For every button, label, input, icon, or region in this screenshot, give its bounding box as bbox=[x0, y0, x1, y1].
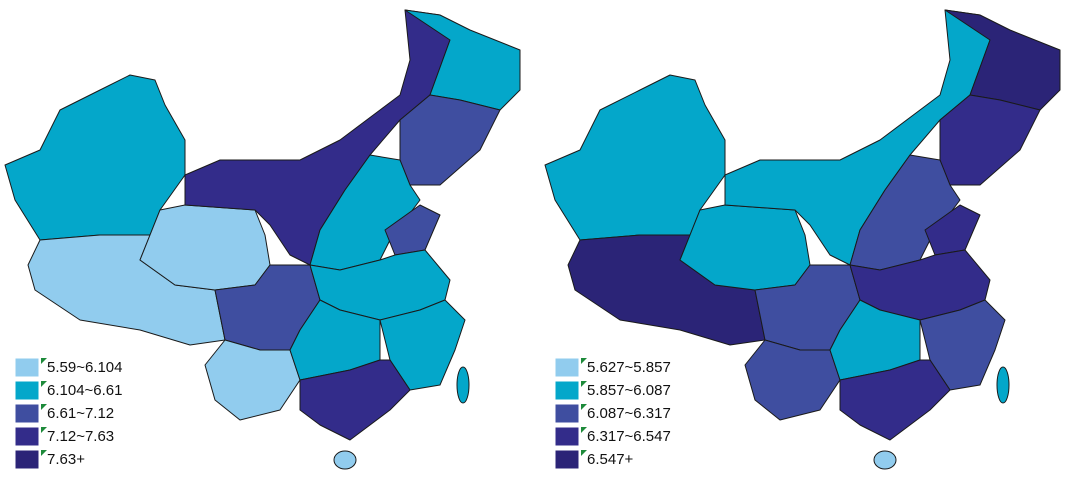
swatch-corner bbox=[581, 381, 587, 387]
legend-label: 7.12~7.63 bbox=[47, 428, 114, 445]
legend: 5.627~5.857 5.857~6.087 6.087~6.317 6.317~6… bbox=[554, 357, 671, 470]
swatch-corner bbox=[581, 358, 587, 364]
china-map: 5.59~6.104 6.104~6.61 6.61~7.12 7.12~7.63 7.… bbox=[4, 9, 521, 470]
swatch-corner bbox=[41, 381, 47, 387]
province-zhejiang-fujian bbox=[379, 299, 466, 391]
province-heilongjiang bbox=[404, 9, 521, 111]
province-shandong bbox=[924, 204, 981, 256]
legend-label: 5.59~6.104 bbox=[47, 359, 123, 376]
province-yunnan bbox=[744, 339, 841, 421]
swatch-corner bbox=[41, 427, 47, 433]
legend-swatch bbox=[14, 426, 40, 447]
legend-label: 5.627~5.857 bbox=[587, 359, 671, 376]
legend-swatch bbox=[554, 426, 580, 447]
legend-swatch bbox=[14, 449, 40, 470]
swatch-corner bbox=[581, 427, 587, 433]
china-map: 5.627~5.857 5.857~6.087 6.087~6.317 6.317~6… bbox=[544, 9, 1061, 470]
legend-label: 6.547+ bbox=[587, 451, 634, 468]
swatch-corner bbox=[41, 358, 47, 364]
province-shandong bbox=[384, 204, 441, 256]
province-taiwan bbox=[996, 366, 1010, 404]
legend-label: 5.857~6.087 bbox=[587, 382, 671, 399]
legend-label: 6.61~7.12 bbox=[47, 405, 114, 422]
province-heilongjiang bbox=[944, 9, 1061, 111]
legend-swatch bbox=[554, 380, 580, 401]
legend-label: 7.63+ bbox=[47, 451, 85, 468]
legend-swatch bbox=[14, 357, 40, 378]
province-zhejiang-fujian bbox=[919, 299, 1006, 391]
province-jilin-liaoning bbox=[939, 94, 1041, 186]
province-hainan bbox=[333, 450, 357, 470]
province-guangdong-guangxi bbox=[839, 359, 951, 441]
province-hainan bbox=[873, 450, 897, 470]
legend-label: 6.087~6.317 bbox=[587, 405, 671, 422]
legend-swatch bbox=[554, 357, 580, 378]
legend: 5.59~6.104 6.104~6.61 6.61~7.12 7.12~7.63 7.… bbox=[14, 357, 123, 470]
legend-swatch bbox=[14, 380, 40, 401]
legend-label: 6.317~6.547 bbox=[587, 428, 671, 445]
swatch-corner bbox=[41, 450, 47, 456]
legend-swatch bbox=[14, 403, 40, 424]
legend-swatch bbox=[554, 449, 580, 470]
province-guangdong-guangxi bbox=[299, 359, 411, 441]
province-yunnan bbox=[204, 339, 301, 421]
province-taiwan bbox=[456, 366, 470, 404]
swatch-corner bbox=[581, 450, 587, 456]
legend-label: 6.104~6.61 bbox=[47, 382, 123, 399]
swatch-corner bbox=[41, 404, 47, 410]
legend-swatch bbox=[554, 403, 580, 424]
province-jilin-liaoning bbox=[399, 94, 501, 186]
swatch-corner bbox=[581, 404, 587, 410]
